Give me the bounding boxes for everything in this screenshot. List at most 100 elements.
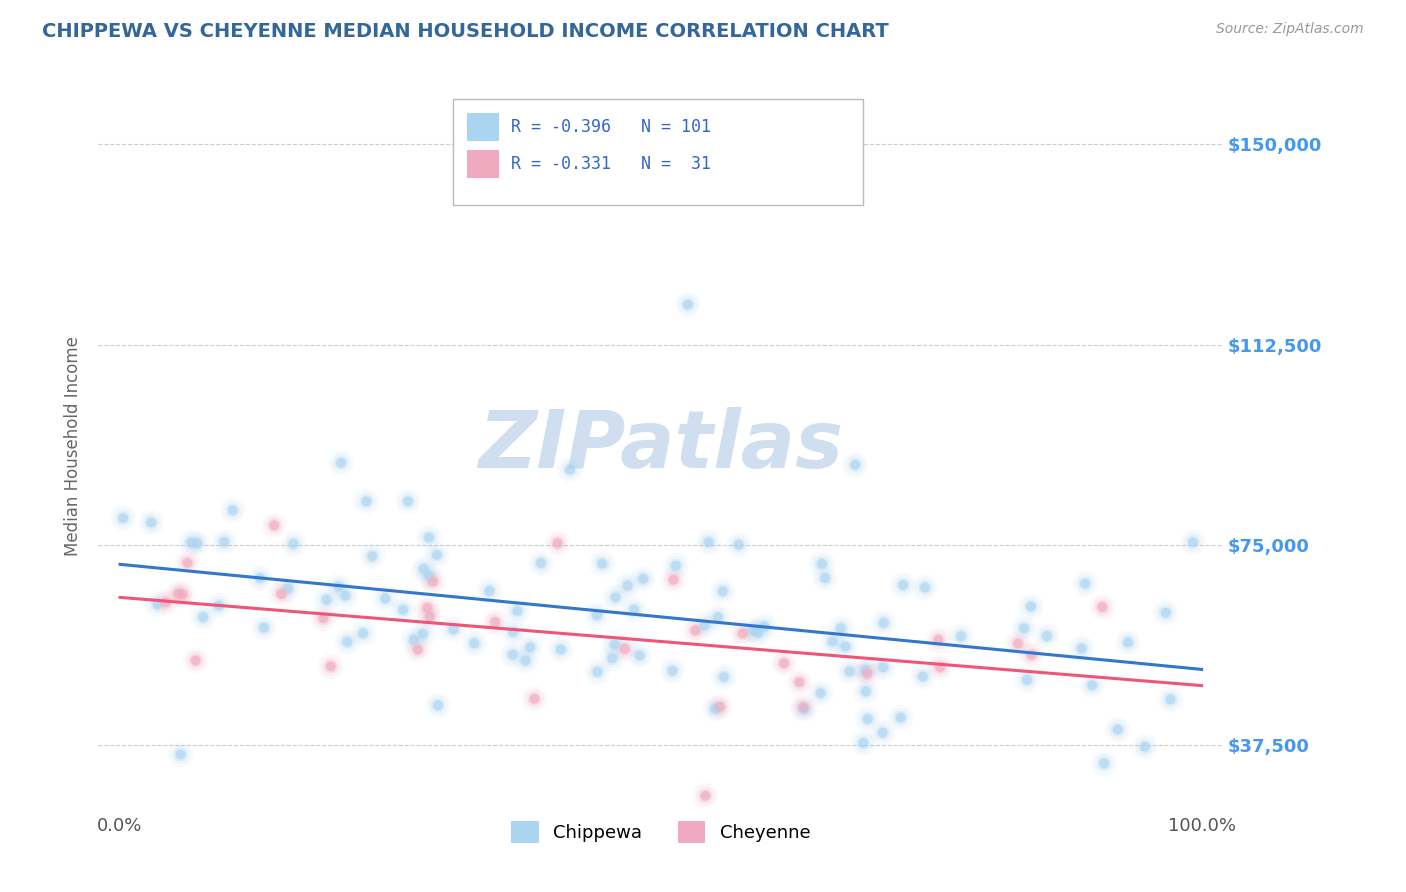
Point <box>586 665 609 679</box>
Point <box>167 587 190 601</box>
Point <box>709 699 731 714</box>
Point <box>139 516 162 530</box>
Point <box>515 654 537 668</box>
Point <box>180 535 202 549</box>
Point <box>693 618 716 632</box>
Point <box>665 558 688 573</box>
Point <box>418 531 440 545</box>
Point <box>419 609 441 624</box>
Point <box>704 702 727 716</box>
Point <box>727 538 749 552</box>
Point <box>392 603 415 617</box>
Point <box>416 600 439 615</box>
Point <box>949 629 972 643</box>
Point <box>356 494 378 508</box>
Point <box>478 584 501 599</box>
Point <box>336 635 359 649</box>
Point <box>146 597 169 611</box>
Point <box>1017 673 1039 687</box>
Point <box>1133 739 1156 754</box>
Point <box>550 642 572 657</box>
Point <box>623 603 645 617</box>
Point <box>263 518 285 533</box>
Point <box>270 587 292 601</box>
Point <box>838 665 860 679</box>
Point <box>249 571 271 585</box>
Point <box>186 536 208 550</box>
Point <box>914 581 936 595</box>
Point <box>731 626 754 640</box>
Point <box>406 642 429 657</box>
Point <box>873 615 896 630</box>
Point <box>506 604 529 618</box>
Point <box>747 625 769 640</box>
Point <box>547 536 569 550</box>
Point <box>811 557 834 571</box>
Point <box>1007 637 1029 651</box>
Point <box>1019 599 1042 614</box>
Point <box>1081 678 1104 692</box>
Point <box>603 638 626 652</box>
Point <box>312 611 335 625</box>
Point <box>330 456 353 470</box>
Point <box>697 535 720 549</box>
Point <box>221 503 243 517</box>
Point <box>676 297 699 311</box>
Point <box>249 571 271 585</box>
Point <box>628 648 651 663</box>
Point <box>558 462 581 476</box>
Point <box>167 587 190 601</box>
Point <box>558 462 581 476</box>
Point <box>872 726 894 740</box>
Point <box>172 588 194 602</box>
Point <box>873 615 896 630</box>
Point <box>1007 637 1029 651</box>
Point <box>277 581 299 595</box>
Point <box>1081 678 1104 692</box>
Point <box>628 648 651 663</box>
Point <box>914 581 936 595</box>
Point <box>704 702 727 716</box>
Point <box>443 623 465 637</box>
Point <box>810 686 832 700</box>
Point <box>821 634 844 648</box>
Point <box>169 747 191 762</box>
Point <box>697 535 720 549</box>
Point <box>911 669 934 683</box>
Point <box>519 640 541 655</box>
Point <box>929 660 952 674</box>
Point <box>319 659 342 673</box>
Point <box>184 653 207 667</box>
Point <box>319 659 342 673</box>
Point <box>616 579 638 593</box>
Point <box>911 669 934 683</box>
Point <box>1091 600 1114 615</box>
Point <box>856 666 879 681</box>
Point <box>463 636 485 650</box>
Point <box>502 625 524 640</box>
Point <box>603 638 626 652</box>
Point <box>506 604 529 618</box>
Point <box>695 789 717 803</box>
Point <box>426 548 449 562</box>
Point <box>1116 635 1139 649</box>
Point <box>374 591 396 606</box>
Point <box>793 702 815 716</box>
Point <box>704 702 727 716</box>
Point <box>1081 678 1104 692</box>
Point <box>855 684 877 698</box>
Point <box>315 592 337 607</box>
Point <box>814 571 837 585</box>
Point <box>929 660 952 674</box>
Point <box>330 456 353 470</box>
Point <box>844 458 866 472</box>
Point <box>426 698 449 713</box>
Point <box>927 632 949 647</box>
Point <box>631 572 654 586</box>
Point <box>852 736 875 750</box>
Point <box>484 615 506 629</box>
Point <box>361 549 384 564</box>
Point <box>754 619 776 633</box>
Point <box>709 699 731 714</box>
Point <box>890 711 912 725</box>
